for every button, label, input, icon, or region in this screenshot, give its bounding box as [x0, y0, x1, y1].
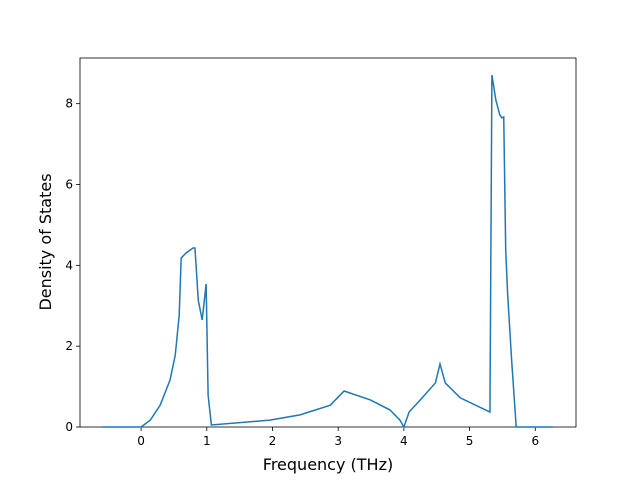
x-tick-label: 1 — [203, 434, 211, 448]
y-tick-label: 6 — [65, 178, 73, 192]
x-tick-label: 6 — [531, 434, 539, 448]
x-tick-label: 4 — [400, 434, 408, 448]
y-tick-label: 8 — [65, 97, 73, 111]
y-tick-label: 4 — [65, 258, 73, 272]
y-axis-label: Density of States — [36, 173, 55, 310]
x-tick-label: 5 — [466, 434, 474, 448]
y-tick-label: 0 — [65, 420, 73, 434]
x-axis-label: Frequency (THz) — [263, 455, 393, 474]
x-tick-label: 2 — [269, 434, 277, 448]
plot-frame — [79, 57, 577, 428]
y-tick-label: 2 — [65, 339, 73, 353]
x-tick-label: 3 — [334, 434, 342, 448]
line-series — [102, 74, 554, 429]
x-tick-label: 0 — [137, 434, 145, 448]
